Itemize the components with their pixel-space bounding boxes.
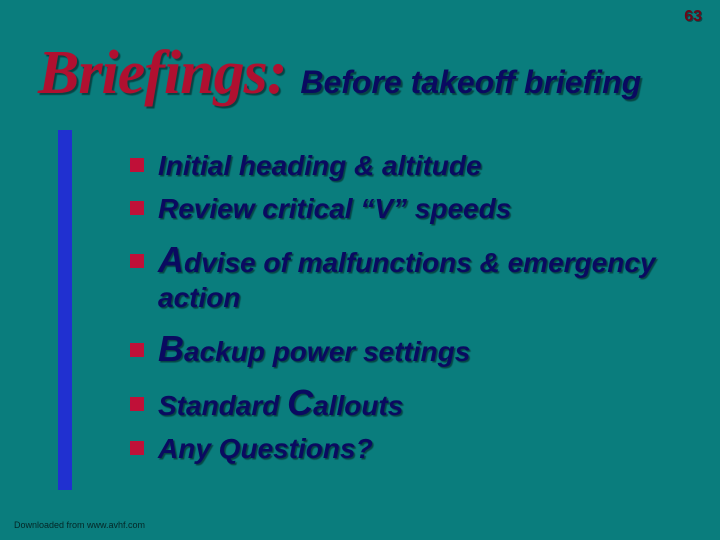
bullet-text: Standard Callouts xyxy=(158,387,403,423)
bullet-square-icon xyxy=(130,254,144,268)
accent-bar xyxy=(58,130,72,490)
bullet-text: Review critical “V” speeds xyxy=(158,191,511,226)
bullet-square-icon xyxy=(130,343,144,357)
footer-text: Downloaded from www.avhf.com xyxy=(14,520,145,530)
bullet-square-icon xyxy=(130,441,144,455)
list-item: Standard Callouts xyxy=(130,387,670,423)
bullet-text: Any Questions? xyxy=(158,431,373,466)
list-item: Backup power settings xyxy=(130,333,670,369)
page-number: 63 xyxy=(684,8,702,26)
title-main: Briefings: xyxy=(38,38,286,109)
bullet-text: Backup power settings xyxy=(158,333,470,369)
list-item: Any Questions? xyxy=(130,431,670,466)
bullet-square-icon xyxy=(130,397,144,411)
title-row: Briefings: Before takeoff briefing xyxy=(38,38,700,109)
title-subtitle: Before takeoff briefing xyxy=(300,64,641,101)
slide: 63 Briefings: Before takeoff briefing In… xyxy=(0,0,720,540)
list-item: Review critical “V” speeds xyxy=(130,191,670,226)
list-item: Initial heading & altitude xyxy=(130,148,670,183)
bullet-text: Initial heading & altitude xyxy=(158,148,482,183)
bullet-square-icon xyxy=(130,201,144,215)
bullet-text: Advise of malfunctions & emergency actio… xyxy=(158,244,670,315)
bullet-list: Initial heading & altitude Review critica… xyxy=(130,148,670,474)
bullet-square-icon xyxy=(130,158,144,172)
list-item: Advise of malfunctions & emergency actio… xyxy=(130,244,670,315)
